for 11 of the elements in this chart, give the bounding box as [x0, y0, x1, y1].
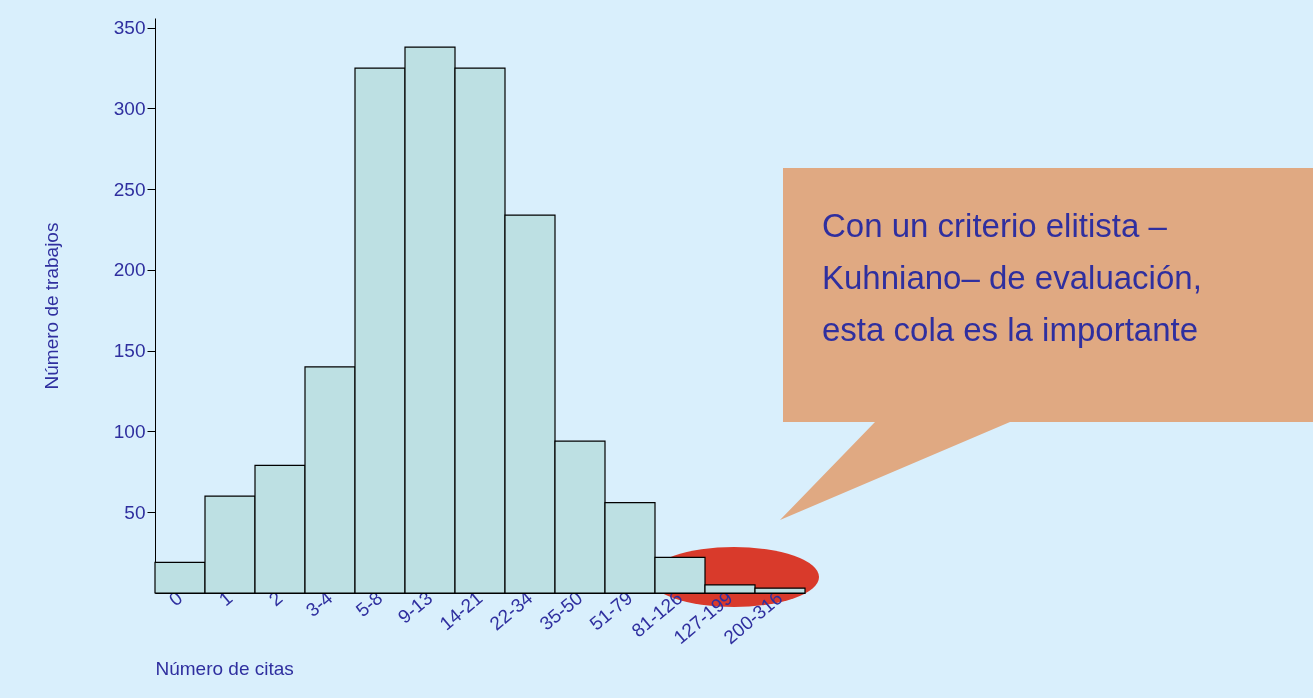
y-tick-label: 250: [113, 178, 146, 200]
x-tick-label: 3-4: [301, 586, 337, 621]
y-tick-label: 300: [113, 97, 146, 119]
y-axis-title: Número de trabajos: [40, 222, 62, 390]
y-tick-label: 200: [113, 259, 146, 281]
y-tick-label: 100: [113, 420, 146, 442]
y-tick-label: 50: [124, 501, 146, 523]
text: Con un criterio elitista –Kuhniano– de evaluación, esta cola es la importante: [822, 206, 1203, 350]
x-axis-title: Número de citas: [155, 657, 294, 679]
y-tick-label: 350: [113, 17, 146, 39]
y-tick-label: 150: [113, 340, 146, 362]
